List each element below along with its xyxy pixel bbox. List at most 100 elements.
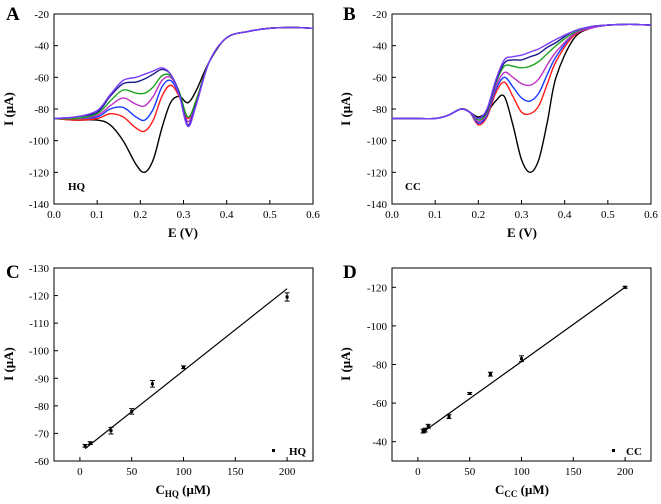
panel-b-curve-6 xyxy=(392,23,652,120)
panel-d-data-point xyxy=(520,357,523,361)
panel-b: B 0.0 0.1 0.2 0.3 0.4 0.5 0.6 -20 -40 -60 -80 -100… xyxy=(338,4,658,240)
panel-b-ylabel: I (μA) xyxy=(338,92,353,126)
panel-a-ytick-label: -100 xyxy=(29,136,50,148)
panel-a-ytick-label: -120 xyxy=(29,167,50,179)
panel-c-xtick-label: 200 xyxy=(279,466,296,478)
panel-b-ytick-label: -120 xyxy=(367,167,388,179)
panel-b-yticks: -20 -40 -60 -80 -100 -120 -140 xyxy=(367,9,396,211)
panel-b-xtick-label: 0.2 xyxy=(471,209,485,221)
panel-b-ytick-label: -140 xyxy=(367,199,388,211)
panel-a-xtick-label: 0.6 xyxy=(306,209,320,221)
panel-d-ytick-label: -120 xyxy=(367,282,388,294)
panel-d-data-point xyxy=(421,429,425,433)
panel-c: C 0 50 100 150 200 -60-70-80-90-100-110-120-… xyxy=(1,262,314,499)
panel-d-ytick-label: -60 xyxy=(372,398,387,410)
panel-c-xlabel-main: C xyxy=(156,482,165,497)
panel-b-ytick-label: -20 xyxy=(372,9,387,21)
panel-c-xtick-label: 0 xyxy=(77,466,83,478)
panel-c-frame xyxy=(53,267,314,462)
panel-c-yticks: -60 -70 -80 -90 -100 -110 -120 -130 xyxy=(29,263,58,468)
panel-d-xlabel-unit: (μM) xyxy=(517,482,549,497)
panel-c-data-point xyxy=(83,444,87,448)
panel-d-fit xyxy=(422,286,626,433)
panel-c-xticks: 0 50 100 150 200 xyxy=(77,457,296,478)
panel-d-legend-marker xyxy=(612,449,615,452)
panel-c-fit xyxy=(84,288,288,450)
panel-d: D 0 50 100 150 200 -40 -60 -80 -100 -120 CC CCC … xyxy=(338,262,652,499)
panel-b-xtick-label: 0.4 xyxy=(558,209,572,221)
panel-c-xtick-label: 150 xyxy=(227,466,244,478)
panel-b-ytick-label: -60 xyxy=(372,72,387,84)
panel-a-xlabel: E (V) xyxy=(168,225,198,240)
panel-a-ytick-label: -60 xyxy=(34,72,49,84)
panel-c-ytick-label: -90 xyxy=(34,373,49,385)
panel-d-fit-line xyxy=(422,286,626,433)
panel-c-xlabel-sub: HQ xyxy=(165,489,179,499)
panel-b-legend: CC xyxy=(405,181,421,193)
panel-c-data-point xyxy=(285,295,289,299)
panel-c-data-point xyxy=(109,429,113,433)
panel-b-xtick-label: 0.3 xyxy=(515,209,529,221)
panel-b-xtick-label: 0.1 xyxy=(428,209,442,221)
panel-c-data-point xyxy=(130,409,134,413)
panel-a-curve-5 xyxy=(53,26,314,120)
panel-d-xtick-label: 0 xyxy=(415,466,421,478)
panel-a-xtick-label: 0.4 xyxy=(220,209,234,221)
panel-c-points xyxy=(82,292,290,448)
panel-c-ytick-label: -60 xyxy=(34,456,49,468)
panel-d-ytick-label: -40 xyxy=(372,437,387,449)
panel-c-data-point xyxy=(88,441,92,445)
panel-c-data-point xyxy=(150,382,154,386)
panel-b-curve-3 xyxy=(392,23,652,124)
panel-c-data-point xyxy=(182,365,185,369)
panel-c-xtick-label: 100 xyxy=(175,466,192,478)
panel-b-xlabel: E (V) xyxy=(507,225,537,240)
panel-b-curve-7 xyxy=(392,23,652,120)
panel-a-xtick-label: 0.2 xyxy=(133,209,147,221)
panel-a-yticks: -20 -40 -60 -80 -100 -120 -140 xyxy=(29,9,58,211)
panel-d-data-point xyxy=(423,428,427,432)
panel-b-curve-4 xyxy=(392,23,652,123)
panel-c-xlabel-unit: (μM) xyxy=(179,482,211,497)
panel-a-ytick-label: -20 xyxy=(34,9,49,21)
panel-b-ytick-label: -40 xyxy=(372,41,387,53)
panel-d-ytick-label: -100 xyxy=(367,321,388,333)
panel-d-letter: D xyxy=(343,262,357,283)
panel-a-ytick-label: -80 xyxy=(34,104,49,116)
panel-b-ytick-label: -100 xyxy=(367,136,388,148)
panel-b-curve-2 xyxy=(392,23,652,126)
panel-a-ytick-label: -40 xyxy=(34,41,49,53)
panel-d-data-point xyxy=(468,391,472,395)
panel-b-curve-5 xyxy=(392,23,652,121)
panel-d-points xyxy=(420,285,628,434)
panel-c-xlabel: CHQ (μM) xyxy=(156,482,211,499)
panel-c-letter: C xyxy=(6,262,20,283)
panel-c-ytick-label: -80 xyxy=(34,401,49,413)
panel-a-xticks: 0.0 0.1 0.2 0.3 0.4 0.5 0.6 xyxy=(47,200,320,221)
panel-d-xtick-label: 50 xyxy=(464,466,476,478)
panel-d-xtick-label: 200 xyxy=(617,466,634,478)
panel-b-curves xyxy=(392,23,652,174)
panel-d-data-point xyxy=(623,285,627,289)
panel-a-xtick-label: 0.3 xyxy=(177,209,191,221)
panel-d-ylabel: I (μA) xyxy=(338,347,353,381)
panel-a-curve-7 xyxy=(53,26,314,128)
panel-d-data-point xyxy=(488,372,492,376)
panel-d-xlabel-main: C xyxy=(495,482,504,497)
panel-d-xlabel: CCC (μM) xyxy=(495,482,549,499)
panel-d-xtick-label: 150 xyxy=(565,466,582,478)
panel-a-letter: A xyxy=(6,4,20,25)
panel-a-ytick-label: -140 xyxy=(29,199,50,211)
panel-c-ylabel: I (μA) xyxy=(1,347,16,381)
panel-a-xtick-label: 0.5 xyxy=(263,209,277,221)
panel-b-ytick-label: -80 xyxy=(372,104,387,116)
panel-d-data-point xyxy=(447,415,451,419)
panel-b-xticks: 0.0 0.1 0.2 0.3 0.4 0.5 0.6 xyxy=(385,200,658,221)
panel-c-ytick-label: -70 xyxy=(34,428,49,440)
panel-c-ytick-label: -130 xyxy=(29,263,50,275)
panel-d-yticks: -40 -60 -80 -100 -120 xyxy=(367,282,396,449)
panel-d-legend: CC xyxy=(626,446,642,458)
panel-a-curves xyxy=(53,26,314,174)
panel-c-ytick-label: -100 xyxy=(29,346,50,358)
